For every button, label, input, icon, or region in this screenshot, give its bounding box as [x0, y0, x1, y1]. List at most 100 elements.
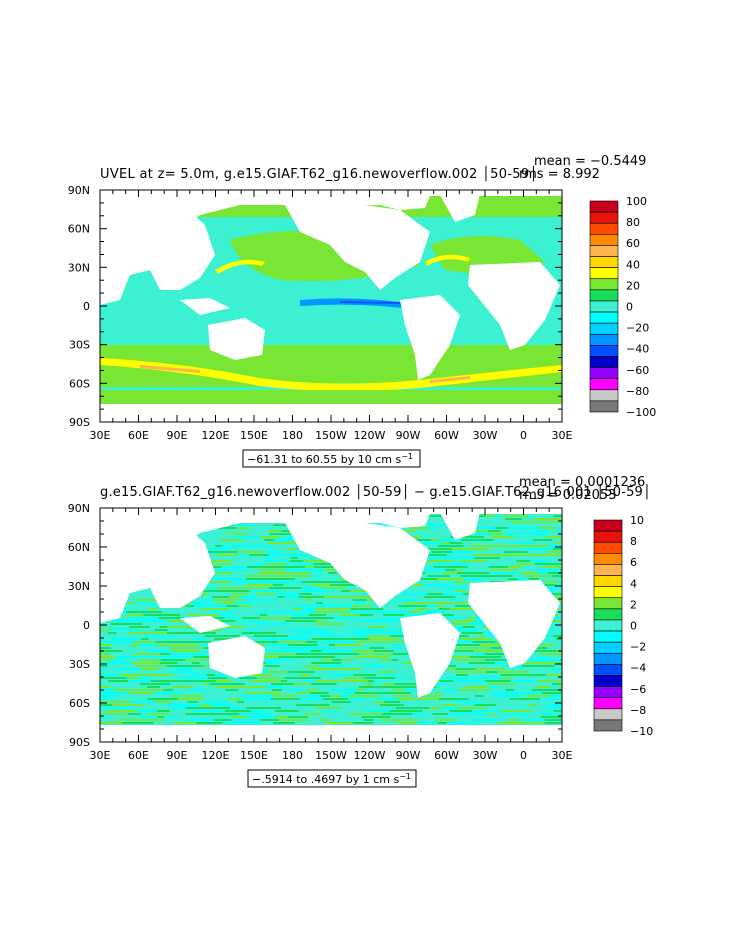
noise-stripe — [302, 608, 316, 610]
noise-stripe — [227, 533, 247, 535]
noise-stripe — [398, 698, 425, 700]
colorbar-swatch — [593, 664, 623, 676]
noise-stripe — [260, 617, 268, 619]
noise-stripe — [297, 677, 321, 679]
noise-stripe — [437, 722, 447, 724]
noise-stripe — [242, 617, 261, 619]
noise-stripe — [139, 683, 170, 685]
noise-stripe — [342, 695, 349, 697]
y-tick-label: 90S — [69, 416, 90, 429]
x-tick-label: 120W — [354, 429, 386, 442]
colorbar-swatch — [593, 597, 623, 610]
noise-stripe — [222, 578, 246, 580]
noise-stripe — [151, 674, 174, 676]
noise-stripe — [212, 611, 225, 613]
noise-stripe — [367, 680, 374, 682]
noise-stripe — [363, 719, 374, 721]
colorbar-swatch — [589, 278, 619, 291]
noise-stripe — [266, 671, 288, 673]
noise-stripe — [373, 524, 399, 526]
noise-stripe — [385, 599, 417, 601]
noise-stripe — [314, 611, 343, 613]
noise-stripe — [100, 692, 129, 694]
colorbar-swatch — [593, 686, 623, 698]
noise-stripe — [424, 698, 439, 700]
colorbar-swatch — [593, 541, 623, 554]
noise-stripe — [392, 695, 413, 697]
noise-stripe — [394, 677, 404, 679]
noise-stripe — [176, 668, 193, 670]
noise-stripe — [324, 596, 350, 598]
noise-stripe — [511, 521, 527, 523]
noise-stripe — [480, 677, 503, 679]
noise-stripe — [342, 668, 361, 670]
panel-1-antarctic-band — [100, 390, 562, 404]
noise-stripe — [256, 677, 279, 679]
colorbar-swatch — [593, 519, 623, 532]
panel-1-kuroshio — [215, 259, 265, 274]
noise-stripe — [407, 539, 432, 541]
noise-stripe — [189, 674, 207, 676]
noise-stripe — [100, 659, 112, 661]
colorbar-swatch — [589, 256, 619, 268]
noise-stripe — [439, 680, 454, 682]
noise-stripe — [450, 599, 461, 601]
noise-stripe — [202, 572, 232, 574]
noise-stripe — [399, 593, 428, 595]
noise-stripe — [215, 569, 248, 571]
noise-stripe — [439, 608, 450, 610]
x-tick-label: 30E — [90, 429, 111, 442]
land-south-america — [400, 613, 460, 698]
noise-stripe — [141, 668, 158, 670]
noise-stripe — [135, 665, 167, 667]
noise-stripe — [300, 674, 310, 676]
colorbar-label: 4 — [630, 577, 637, 590]
noise-stripe — [455, 701, 482, 703]
colorbar-swatch — [589, 345, 619, 357]
noise-stripe — [259, 569, 285, 571]
land-greenland — [440, 512, 480, 540]
noise-stripe — [328, 644, 336, 646]
noise-stripe — [509, 698, 540, 700]
noise-stripe — [443, 572, 458, 574]
noise-stripe — [192, 638, 208, 640]
x-tick-label: 60E — [128, 429, 149, 442]
noise-stripe — [147, 698, 178, 700]
noise-stripe — [343, 653, 360, 655]
noise-stripe — [436, 605, 445, 607]
noise-stripe — [159, 626, 168, 628]
x-tick-label: 150E — [240, 429, 268, 442]
noise-stripe — [166, 665, 197, 667]
noise-stripe — [527, 650, 557, 652]
noise-stripe — [433, 566, 468, 568]
noise-stripe — [494, 515, 502, 517]
x-tick-label: 120E — [202, 429, 230, 442]
noise-stripe — [187, 704, 201, 706]
noise-stripe — [100, 656, 117, 658]
noise-stripe — [350, 713, 383, 715]
noise-stripe — [423, 584, 452, 586]
noise-stripe — [429, 527, 437, 529]
noise-stripe — [225, 683, 245, 685]
noise-stripe — [352, 599, 367, 601]
noise-stripe — [239, 713, 262, 715]
noise-stripe — [410, 527, 430, 529]
x-tick-label: 30E — [552, 749, 573, 762]
noise-stripe — [556, 527, 562, 529]
noise-stripe — [234, 602, 251, 604]
noise-stripe — [465, 686, 489, 688]
noise-stripe — [110, 629, 140, 631]
noise-stripe — [391, 659, 398, 661]
noise-stripe — [488, 683, 516, 685]
noise-stripe — [463, 626, 475, 628]
noise-stripe — [100, 695, 121, 697]
colorbar-swatch — [589, 245, 619, 257]
noise-stripe — [290, 689, 307, 691]
noise-stripe — [224, 611, 237, 613]
x-tick-label: 0 — [520, 429, 527, 442]
colorbar-swatch — [593, 575, 623, 587]
noise-stripe — [265, 662, 278, 664]
noise-stripe — [100, 701, 131, 703]
noise-stripe — [280, 680, 288, 682]
noise-stripe — [451, 704, 459, 706]
